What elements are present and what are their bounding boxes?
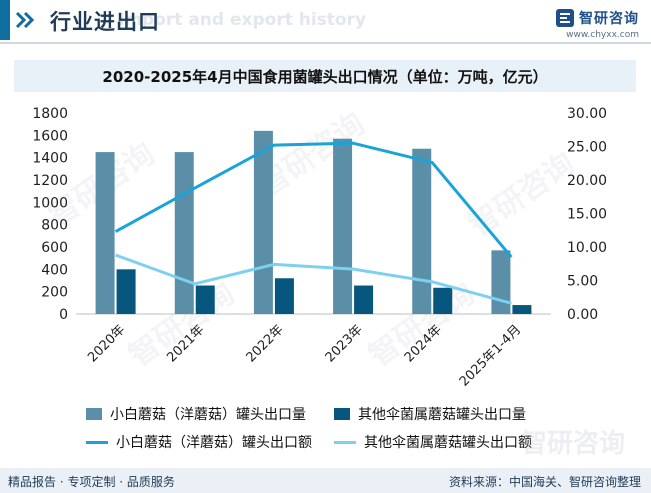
right-axis-tick-label: 25.00	[567, 140, 607, 156]
left-axis-tick-label: 200	[41, 285, 68, 301]
bar-other-agaricus-volume	[274, 278, 294, 314]
right-axis-tick-label: 30.00	[567, 106, 607, 122]
brand-logo-icon	[556, 9, 574, 27]
legend-swatch	[334, 440, 356, 444]
bar-white-mushroom-volume	[333, 138, 353, 314]
brand-url: www.chyxx.com	[566, 30, 639, 40]
right-axis-tick-label: 5.00	[567, 274, 598, 290]
left-axis-tick-label: 400	[41, 262, 68, 278]
left-axis-tick-label: 600	[41, 240, 68, 256]
legend-label: 其他伞菌属蘑菇罐头出口额	[364, 435, 532, 451]
page-footer: 精品报告 · 专项定制 · 品质服务 资料来源：中国海关、智研咨询整理	[0, 468, 651, 493]
footer-source: 资料来源：中国海关、智研咨询整理	[448, 475, 641, 489]
bar-white-mushroom-volume	[412, 148, 432, 314]
left-axis-tick-label: 1400	[32, 151, 68, 167]
bar-white-mushroom-volume	[95, 152, 115, 314]
legend-item-other-agaricus-value: 其他伞菌属蘑菇罐头出口额	[334, 432, 532, 452]
right-axis-tick-label: 0.00	[567, 307, 598, 323]
bar-other-agaricus-volume	[116, 269, 136, 314]
left-axis-tick-label: 1600	[32, 128, 68, 144]
bar-white-mushroom-volume	[253, 130, 273, 314]
legend-label: 小白蘑菇（洋蘑菇）罐头出口额	[116, 435, 312, 451]
right-axis-tick-label: 15.00	[567, 207, 607, 223]
line-other-agaricus-value	[115, 253, 512, 305]
legend-label: 小白蘑菇（洋蘑菇）罐头出口量	[110, 407, 306, 423]
chart-title: 2020-2025年4月中国食用菌罐头出口情况（单位：万吨，亿元）	[102, 68, 548, 86]
x-axis-category-label: 2021年	[164, 322, 207, 365]
footer-watermark: 智研咨询	[520, 429, 625, 459]
legend-swatch	[86, 408, 102, 420]
page-header: Import and export history 行业进出口 智研咨询 www…	[0, 0, 651, 44]
header-ghost-text: Import and export history	[118, 10, 367, 30]
x-axis-category-label: 2022年	[244, 322, 287, 365]
bar-other-agaricus-volume	[512, 305, 532, 314]
x-axis-category-label: 2020年	[85, 322, 128, 365]
legend-item-white-mushroom-volume: 小白蘑菇（洋蘑菇）罐头出口量	[86, 404, 306, 424]
header-accent-bar	[0, 0, 10, 40]
legend-label: 其他伞菌属蘑菇罐头出口量	[358, 407, 526, 423]
header-divider	[0, 42, 651, 44]
legend-item-white-mushroom-value: 小白蘑菇（洋蘑菇）罐头出口额	[86, 432, 312, 452]
bar-other-agaricus-volume	[195, 285, 215, 314]
legend-item-other-agaricus-volume: 其他伞菌属蘑菇罐头出口量	[334, 404, 526, 424]
x-axis-category-label: 2024年	[402, 322, 445, 365]
legend-swatch	[86, 440, 108, 444]
bar-other-agaricus-volume	[433, 287, 453, 314]
right-axis-tick-label: 10.00	[567, 240, 607, 256]
brand-block: 智研咨询 www.chyxx.com	[555, 8, 639, 40]
double-chevron-icon	[15, 11, 35, 29]
left-axis-tick-label: 1800	[32, 106, 68, 122]
brand-name: 智研咨询	[579, 11, 639, 27]
right-axis-tick-label: 20.00	[567, 173, 607, 189]
left-axis-tick-label: 1000	[32, 195, 68, 211]
left-axis-tick-label: 1200	[32, 173, 68, 189]
page-title: 行业进出口	[50, 10, 160, 34]
bar-white-mushroom-volume	[174, 152, 194, 314]
bar-other-agaricus-volume	[354, 285, 374, 314]
left-axis-tick-label: 800	[41, 218, 68, 234]
footer-slogan: 精品报告 · 专项定制 · 品质服务	[8, 475, 175, 489]
line-white-mushroom-value	[114, 141, 513, 259]
chart-title-box: 2020-2025年4月中国食用菌罐头出口情况（单位：万吨，亿元）	[14, 60, 636, 92]
legend-swatch	[334, 408, 350, 420]
left-axis-tick-label: 0	[59, 307, 68, 323]
x-axis-category-label: 2025年1-4月	[457, 322, 524, 389]
bar-white-mushroom-volume	[491, 250, 511, 314]
x-axis-category-label: 2023年	[323, 322, 366, 365]
